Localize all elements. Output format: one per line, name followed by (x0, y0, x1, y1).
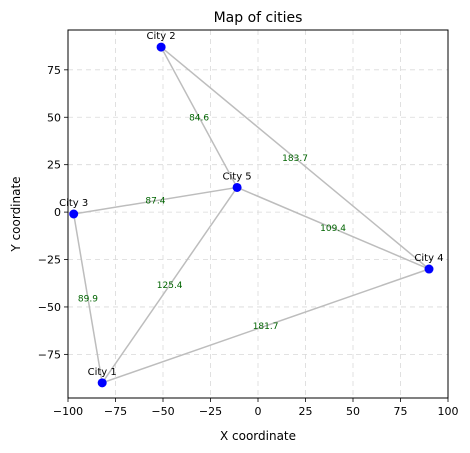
city-points (69, 42, 434, 388)
city-point (156, 42, 166, 52)
x-tick-label: −25 (199, 405, 222, 418)
edge-line (72, 213, 103, 383)
y-tick-label: 50 (47, 111, 61, 124)
grid-lines (67, 30, 449, 398)
city-label: City 5 (223, 171, 252, 182)
y-axis-ticks: −75 −50 −25 0 25 50 75 (38, 64, 68, 361)
x-tick-label: −75 (104, 405, 127, 418)
edge-line (160, 46, 430, 270)
city-label: City 4 (414, 253, 443, 264)
distance-label: 183.7 (282, 154, 308, 164)
x-tick-label: −100 (53, 405, 83, 418)
x-tick-label: 100 (438, 405, 459, 418)
y-tick-label: 0 (54, 206, 61, 219)
edge-lines (72, 46, 430, 384)
x-axis-label: X coordinate (220, 429, 296, 443)
edge-line (160, 46, 238, 188)
city-labels: City 1 City 2 City 3 City 4 City 5 (59, 31, 443, 378)
y-axis-label: Y coordinate (9, 176, 23, 252)
y-tick-label: 25 (47, 159, 61, 172)
edge-line (73, 186, 238, 215)
city-point (69, 209, 79, 219)
y-tick-label: −25 (38, 254, 61, 267)
distance-labels: 89.9 125.4 181.7 84.6 183.7 87.4 109.4 (78, 113, 346, 332)
x-tick-label: 0 (255, 405, 262, 418)
distance-label: 109.4 (320, 224, 346, 234)
distance-label: 89.9 (78, 294, 98, 304)
edge-line (101, 187, 238, 384)
distance-label: 181.7 (253, 322, 279, 332)
city-label: City 2 (147, 31, 176, 42)
city-point (97, 378, 107, 388)
city-point (424, 264, 434, 274)
x-tick-label: 75 (394, 405, 408, 418)
city-label: City 1 (88, 367, 117, 378)
edge-line (236, 186, 430, 270)
distance-label: 87.4 (145, 197, 165, 207)
edge-line (101, 268, 430, 384)
x-axis-ticks: −100 −75 −50 −25 0 25 50 75 100 (53, 398, 459, 418)
distance-label: 84.6 (189, 113, 209, 123)
distance-label: 125.4 (157, 281, 183, 291)
y-tick-label: −75 (38, 348, 61, 361)
city-point (232, 182, 242, 192)
x-tick-label: 50 (346, 405, 360, 418)
chart-title: Map of cities (214, 10, 303, 26)
x-tick-label: 25 (299, 405, 313, 418)
y-tick-label: 75 (47, 64, 61, 77)
city-label: City 3 (59, 198, 88, 209)
y-tick-label: −50 (38, 301, 61, 314)
x-tick-label: −50 (151, 405, 174, 418)
